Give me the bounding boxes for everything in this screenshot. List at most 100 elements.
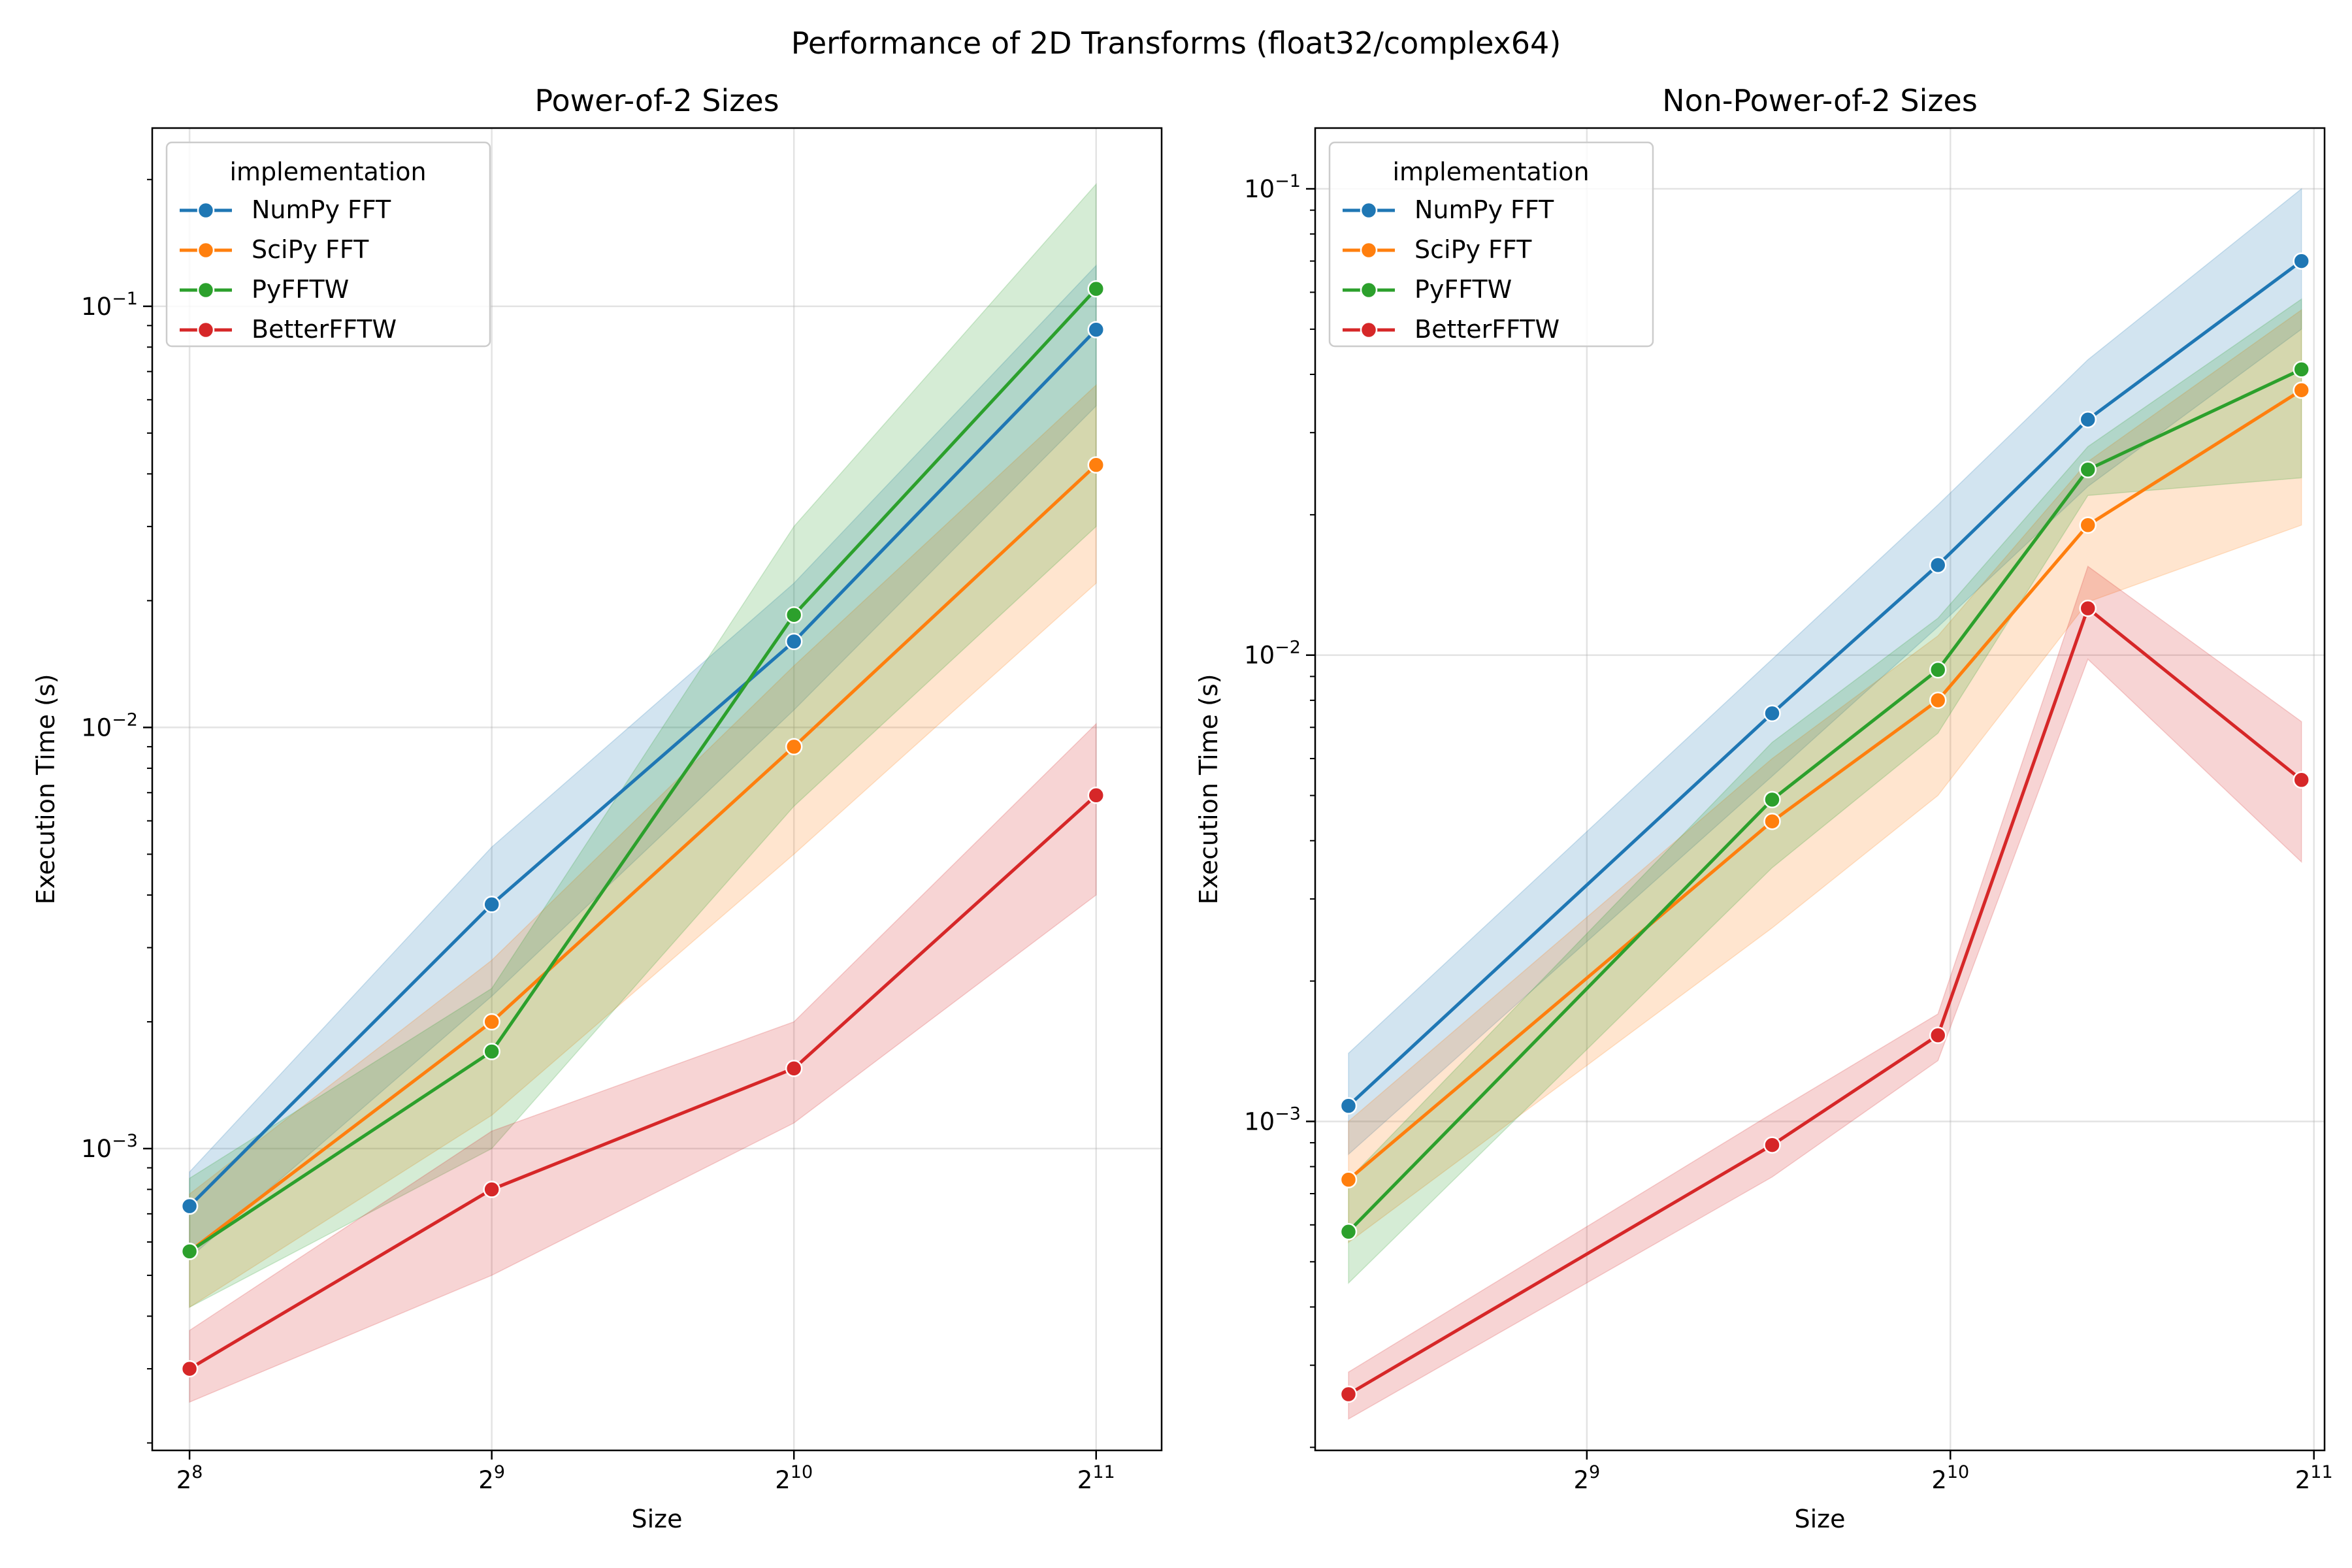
data-point — [785, 606, 803, 624]
data-point — [180, 1197, 199, 1215]
legend: implementation NumPy FFT SciPy FFT PyFFTW Be… — [165, 141, 491, 348]
legend-marker — [1360, 241, 1378, 259]
y-axis-label: Execution Time (s) — [31, 674, 60, 904]
ticks: 29 210 211 10−3 10−2 10−1 — [1244, 171, 2333, 1494]
series-line — [188, 328, 1098, 1207]
confidence-band — [1348, 188, 2302, 1156]
data-point — [1339, 1097, 1358, 1115]
confidence-band — [189, 264, 1097, 1260]
legend-entry: BetterFFTW — [1414, 315, 1560, 344]
axes-title: Non-Power-of-2 Sizes — [1662, 83, 1978, 118]
confidence-band — [1348, 565, 2302, 1420]
data-point — [2079, 599, 2097, 617]
data-point — [2293, 361, 2310, 378]
series-lines — [1339, 252, 2310, 1403]
data-point — [785, 738, 803, 756]
legend-title: implementation — [1392, 157, 1589, 186]
ticks: 28 29 210 211 10−3 10−2 10−1 — [81, 178, 1115, 1494]
data-point — [1087, 321, 1105, 338]
legend-marker — [197, 321, 215, 339]
data-point — [180, 1360, 199, 1378]
data-point — [1087, 280, 1105, 298]
grid — [152, 128, 1162, 1450]
legend-entry: SciPy FFT — [252, 235, 369, 264]
data-point — [483, 896, 500, 913]
data-point — [1087, 456, 1105, 474]
legend-marker — [197, 241, 215, 259]
legend-marker — [197, 281, 215, 299]
x-tick-label: 28 — [176, 1462, 203, 1494]
data-point — [1929, 1026, 1947, 1044]
data-point — [180, 1243, 199, 1260]
y-tick-label: 10−1 — [1244, 171, 1301, 203]
chart-panels: Power-of-2 Sizes 28 29 210 211 10−3 10−2 10−1 Si… — [31, 83, 2333, 1533]
series-line — [188, 794, 1098, 1371]
x-tick-label: 29 — [478, 1462, 505, 1494]
data-point — [2293, 252, 2310, 270]
legend-entry: NumPy FFT — [252, 195, 391, 224]
data-point — [785, 1060, 803, 1077]
grid — [1315, 128, 2325, 1450]
chart-panel-2: Non-Power-of-2 Sizes 29 210 211 10−3 10−2 10−1… — [1194, 83, 2333, 1533]
y-tick-label: 10−2 — [1244, 638, 1301, 670]
data-point — [1763, 791, 1781, 809]
y-tick-label: 10−3 — [1244, 1103, 1301, 1135]
x-axis-label: Size — [631, 1505, 682, 1533]
data-point — [2079, 516, 2097, 534]
y-tick-label: 10−2 — [81, 710, 138, 742]
data-point — [1763, 704, 1781, 723]
confidence-band — [189, 384, 1097, 1309]
data-point — [483, 1013, 500, 1031]
legend-marker — [1360, 281, 1378, 299]
confidence-band — [1348, 308, 2302, 1244]
legend-entry: PyFFTW — [252, 275, 349, 304]
confidence-band — [1348, 298, 2302, 1284]
axes-frame — [1314, 127, 2326, 1452]
data-point — [2293, 381, 2310, 399]
data-point — [785, 632, 803, 651]
chart-panel-1: Power-of-2 Sizes 28 29 210 211 10−3 10−2 10−1 Si… — [31, 83, 1163, 1533]
data-point — [1763, 1136, 1781, 1154]
series-line — [188, 463, 1098, 1253]
series-lines — [180, 280, 1105, 1378]
data-point — [2079, 461, 2097, 478]
legend-entry: BetterFFTW — [252, 315, 397, 344]
legend-marker — [197, 201, 215, 220]
x-tick-label: 211 — [2295, 1462, 2333, 1494]
data-point — [1763, 812, 1781, 830]
legend-title: implementation — [229, 157, 426, 186]
legend-entry: SciPy FFT — [1414, 235, 1532, 264]
axes-title: Power-of-2 Sizes — [534, 83, 779, 118]
data-point — [483, 1181, 500, 1198]
data-point — [1339, 1171, 1358, 1188]
axes-frame — [151, 127, 1163, 1452]
data-point — [1929, 661, 1947, 679]
y-tick-label: 10−3 — [81, 1131, 138, 1163]
x-tick-label: 210 — [775, 1462, 813, 1494]
figure-suptitle: Performance of 2D Transforms (float32/co… — [791, 25, 1561, 61]
x-tick-label: 29 — [1573, 1462, 1600, 1494]
data-point — [2293, 771, 2310, 789]
x-tick-label: 210 — [1931, 1462, 1969, 1494]
legend-box — [1328, 141, 1654, 348]
x-axis-label: Size — [1794, 1505, 1845, 1533]
legend-entry: NumPy FFT — [1414, 195, 1554, 224]
legend: implementation NumPy FFT SciPy FFT PyFFTW Be… — [1328, 141, 1654, 348]
data-point — [1339, 1223, 1358, 1241]
x-tick-label: 211 — [1077, 1462, 1115, 1494]
y-tick-label: 10−1 — [81, 289, 138, 321]
data-point — [1339, 1385, 1358, 1403]
legend-box — [165, 141, 491, 348]
y-axis-label: Execution Time (s) — [1194, 674, 1223, 904]
data-point — [1087, 787, 1105, 804]
data-point — [1929, 691, 1947, 710]
series-line — [188, 287, 1098, 1253]
data-point — [1929, 556, 1947, 574]
legend-marker — [1360, 321, 1378, 339]
data-point — [483, 1043, 500, 1060]
legend-marker — [1360, 201, 1378, 220]
legend-entry: PyFFTW — [1414, 275, 1512, 304]
data-point — [2079, 410, 2097, 429]
confidence-bands — [1348, 188, 2302, 1420]
